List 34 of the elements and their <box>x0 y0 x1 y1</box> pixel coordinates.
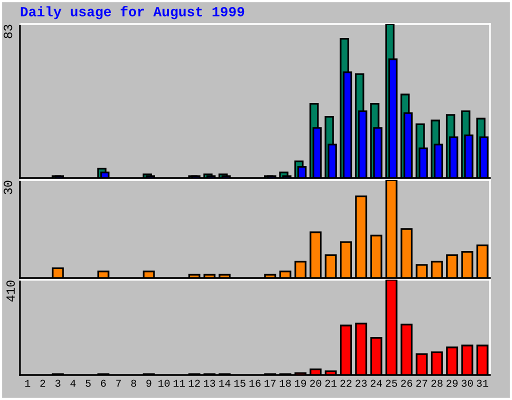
x-tick-label: 8 <box>131 380 136 387</box>
x-tick-label: 7 <box>116 380 121 387</box>
x-tick-label: 25 <box>386 380 398 387</box>
y-tick-label: 83 <box>4 24 12 38</box>
x-tick-label: 16 <box>249 380 261 387</box>
x-tick-label: 23 <box>356 380 367 387</box>
x-tick-label: 30 <box>462 380 473 387</box>
x-tick-label: 27 <box>416 380 428 387</box>
x-tick-label: 2 <box>40 380 46 387</box>
x-tick-label: 24 <box>370 380 382 387</box>
x-tick-label: 10 <box>158 380 170 387</box>
x-tick-label: 4 <box>70 380 76 387</box>
x-tick-label: 31 <box>476 380 488 387</box>
x-tick-label: 28 <box>431 380 442 387</box>
text: 410 <box>6 280 15 302</box>
x-tick-label: 29 <box>446 380 458 387</box>
x-tick-label: 21 <box>325 380 337 387</box>
x-tick-label: 6 <box>101 380 106 387</box>
x-tick-label: 13 <box>204 380 216 387</box>
x-tick-label: 26 <box>401 380 412 387</box>
x-tick-label: 5 <box>86 380 91 387</box>
x-tick-label: 15 <box>234 380 246 387</box>
x-tick-label: 17 <box>264 380 276 387</box>
x-tick-label: 3 <box>55 380 60 387</box>
x-tick-label: 9 <box>146 380 152 387</box>
x-tick-label: 19 <box>294 380 306 387</box>
x-tick-label: 1 <box>25 380 30 387</box>
x-tick-label: 12 <box>188 380 200 387</box>
x-tick-label: 22 <box>340 380 352 387</box>
x-tick-label: 11 <box>174 380 185 387</box>
x-tick-label: 18 <box>280 380 291 387</box>
chart-title: Daily usage for August 1999 <box>20 6 244 20</box>
x-tick-label: 14 <box>219 380 230 387</box>
x-tick-label: 20 <box>310 380 322 387</box>
